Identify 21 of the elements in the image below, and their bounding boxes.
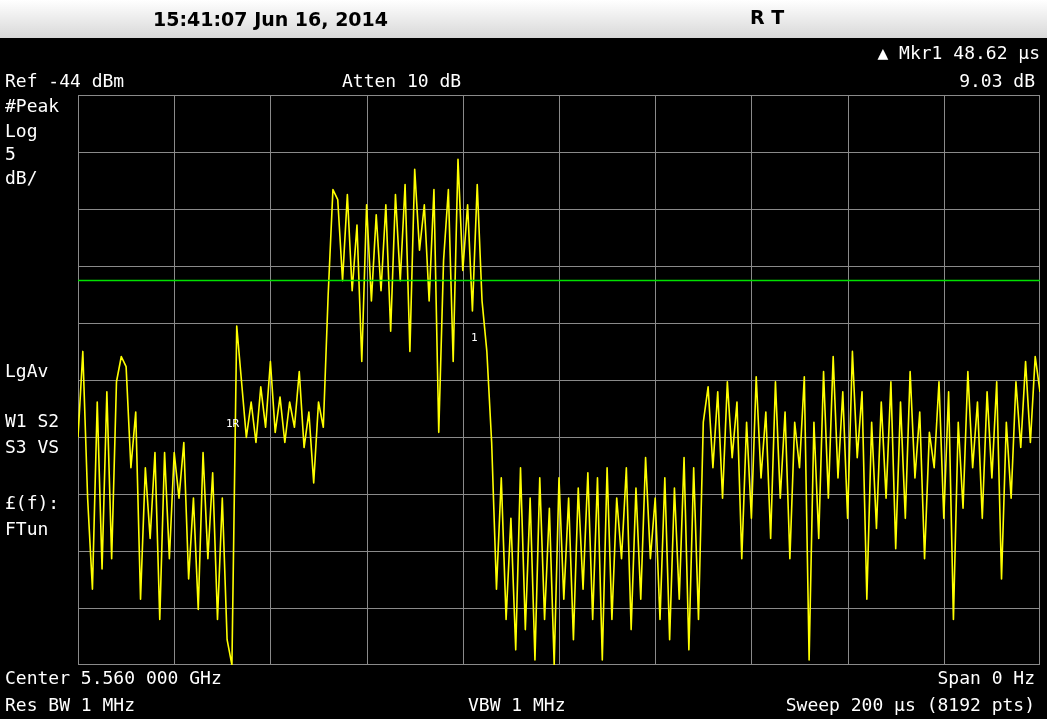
text: W1 S2 [5, 410, 60, 432]
text: Sweep 200 µs (8192 pts) [785, 694, 1035, 716]
text: Span 0 Hz [937, 667, 1035, 689]
annotation: 1 [471, 331, 478, 344]
text: 9.03 dB [959, 70, 1035, 92]
text: LgAv [5, 360, 49, 382]
text: Res BW 1 MHz [5, 694, 136, 716]
text: FTun [5, 518, 49, 540]
text: S3 VS [5, 436, 60, 458]
text: £(f): [5, 492, 60, 514]
text: VBW 1 MHz [468, 694, 566, 716]
text: ▲ Mkr1 48.62 µs [877, 42, 1040, 64]
text: Ref -44 dBm [5, 70, 125, 92]
text: 15:41:07 Jun 16, 2014 [153, 8, 389, 30]
text: #Peak [5, 95, 60, 117]
text: Center 5.560 000 GHz [5, 667, 222, 689]
text: Log [5, 120, 38, 142]
text: R T [750, 6, 785, 28]
text: dB/ [5, 167, 38, 189]
text: 5 [5, 143, 16, 165]
text: Atten 10 dB [342, 70, 462, 92]
